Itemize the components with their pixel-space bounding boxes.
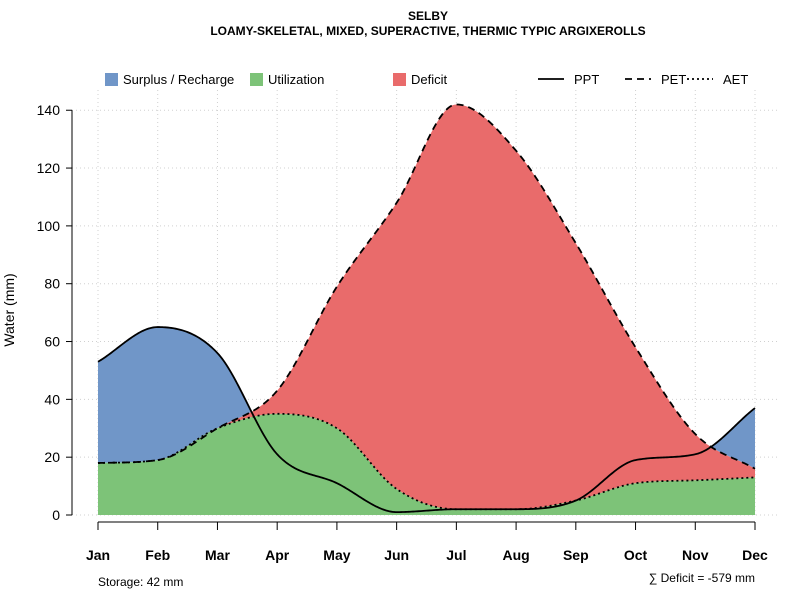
legend-label: AET [723,72,748,87]
y-tick-label: 60 [44,334,60,350]
aet-line [97,412,756,511]
legend-label: PPT [574,72,599,87]
areas [98,104,755,515]
y-tick-label: 100 [37,218,61,234]
x-tick-label: Jan [86,547,110,563]
legend-swatch [250,73,263,86]
deficit-area [98,104,755,510]
legend-swatch [105,73,118,86]
axes: 0 20 40 60 80 100 120 140 Jan Feb Mar Apr May Jun Jul A… [37,102,768,563]
y-tick-label: 140 [37,102,61,118]
y-tick-label: 40 [44,391,60,407]
legend-label: Utilization [268,72,324,87]
surplus-area [98,104,755,469]
y-tick-label: 120 [37,160,61,176]
x-tick-label: May [323,547,350,563]
legend-swatch [393,73,406,86]
pet-line [97,103,756,470]
series-lines [97,103,756,514]
storage-annotation: Storage: 42 mm [98,575,183,589]
y-axis-label: Water (mm) [1,273,17,346]
x-tick-label: Apr [265,547,290,563]
legend-label: Surplus / Recharge [123,72,234,87]
y-tick-label: 80 [44,276,60,292]
legend: Surplus / Recharge Utilization Deficit PPT P… [105,72,748,87]
x-tick-label: Oct [624,547,648,563]
legend-label: PET [661,72,686,87]
deficit-annotation: ∑ Deficit = -579 mm [649,571,755,585]
x-tick-label: Feb [145,547,170,563]
x-tick-label: Mar [205,547,230,563]
x-tick-label: Nov [682,547,709,563]
x-tick-label: Aug [502,547,529,563]
ppt-line [97,326,756,514]
legend-label: Deficit [411,72,448,87]
x-tick-label: Dec [742,547,768,563]
x-tick-label: Jun [384,547,409,563]
chart-subtitle: LOAMY-SKELETAL, MIXED, SUPERACTIVE, THER… [210,24,645,38]
x-tick-label: Sep [563,547,589,563]
utilization-area [98,413,755,515]
chart-title: SELBY [408,9,448,23]
x-tick-label: Jul [446,547,466,563]
y-tick-label: 0 [52,507,60,523]
y-tick-label: 20 [44,449,60,465]
